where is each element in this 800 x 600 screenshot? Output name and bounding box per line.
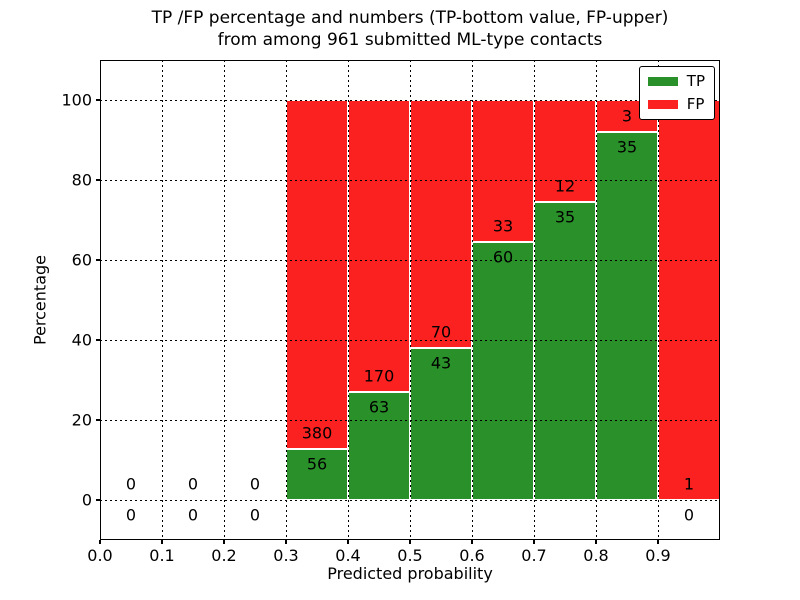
vertical-gridline (223, 60, 225, 540)
bar-segment-fp (658, 100, 720, 500)
x-tick-mark (409, 540, 411, 544)
tp-count-label: 35 (554, 207, 576, 227)
vertical-gridline (409, 60, 411, 540)
chart-title-line2: from among 961 submitted ML-type contact… (217, 30, 603, 50)
bar-segment-fp (410, 100, 472, 348)
x-tick-label: 0.5 (397, 546, 423, 565)
chart-title: TP /FP percentage and numbers (TP-bottom… (100, 7, 720, 51)
fp-count-label: 380 (301, 423, 333, 443)
legend: TP FP (638, 66, 715, 120)
legend-label-fp: FP (686, 95, 705, 113)
fp-count-label: 1 (683, 474, 695, 494)
chart-title-line1: TP /FP percentage and numbers (TP-bottom… (151, 8, 669, 28)
x-tick-label: 0.0 (87, 546, 113, 565)
x-tick-mark (533, 540, 535, 544)
y-tick-label: 20 (71, 410, 92, 430)
vertical-gridline (533, 60, 535, 540)
fp-count-label: 70 (430, 322, 452, 342)
tp-count-label: 0 (249, 505, 261, 525)
y-tick-label: 100 (61, 90, 92, 110)
fp-count-label: 0 (125, 474, 137, 494)
y-tick-mark (96, 339, 100, 341)
vertical-gridline (471, 60, 473, 540)
tp-count-label: 0 (187, 505, 199, 525)
fp-count-label: 33 (492, 216, 514, 236)
x-tick-mark (285, 540, 287, 544)
legend-entry-tp: TP (647, 72, 705, 90)
x-tick-mark (161, 540, 163, 544)
y-tick-mark (96, 499, 100, 501)
fp-count-label: 170 (363, 366, 395, 386)
tp-count-label: 0 (683, 505, 695, 525)
x-tick-label: 0.8 (583, 546, 609, 565)
legend-label-tp: TP (686, 72, 705, 90)
vertical-gridline (595, 60, 597, 540)
y-tick-mark (96, 259, 100, 261)
x-tick-label: 0.9 (645, 546, 671, 565)
y-tick-label: 80 (71, 170, 92, 190)
y-tick-mark (96, 419, 100, 421)
x-tick-mark (99, 540, 101, 544)
vertical-gridline (347, 60, 349, 540)
y-tick-mark (96, 99, 100, 101)
x-tick-label: 0.2 (211, 546, 237, 565)
x-tick-mark (347, 540, 349, 544)
x-tick-mark (595, 540, 597, 544)
legend-entry-fp: FP (647, 95, 705, 113)
tp-count-label: 0 (125, 505, 137, 525)
fp-count-label: 3 (621, 106, 633, 126)
vertical-gridline (285, 60, 287, 540)
bar-segment-tp (286, 448, 348, 500)
fp-count-label: 0 (249, 474, 261, 494)
bar-segment-tp (348, 391, 410, 500)
x-tick-mark (223, 540, 225, 544)
x-tick-label: 0.3 (273, 546, 299, 565)
y-tick-label: 0 (81, 490, 92, 510)
bar-segment-fp (286, 100, 348, 449)
x-tick-mark (657, 540, 659, 544)
bar-segment-fp (534, 100, 596, 203)
plot-area: TP FP 0 0 0 0 0 0 380 56 170 63 70 43 33 60 12 35 3 35 1 0 (96, 60, 720, 544)
tp-count-label: 43 (430, 353, 452, 373)
y-tick-label: 60 (71, 250, 92, 270)
x-tick-label: 0.1 (149, 546, 175, 565)
x-tick-mark (471, 540, 473, 544)
bar-segment-tp (472, 241, 534, 500)
x-tick-label: 0.4 (335, 546, 361, 565)
fp-color-swatch (647, 100, 678, 109)
bar-segment-fp (348, 100, 410, 392)
tp-color-swatch (647, 77, 678, 86)
x-tick-label: 0.7 (521, 546, 547, 565)
fp-count-label: 12 (554, 176, 576, 196)
bar-segment-tp (596, 131, 658, 500)
vertical-gridline (161, 60, 163, 540)
x-axis-label: Predicted probability (327, 564, 493, 583)
vertical-gridline (657, 60, 659, 540)
y-tick-label: 40 (71, 330, 92, 350)
fp-count-label: 0 (187, 474, 199, 494)
y-tick-mark (96, 179, 100, 181)
tp-count-label: 63 (368, 397, 390, 417)
bar-segment-tp (534, 202, 596, 500)
x-tick-label: 0.6 (459, 546, 485, 565)
tp-count-label: 56 (306, 454, 328, 474)
tp-count-label: 35 (616, 137, 638, 157)
tp-count-label: 60 (492, 247, 514, 267)
